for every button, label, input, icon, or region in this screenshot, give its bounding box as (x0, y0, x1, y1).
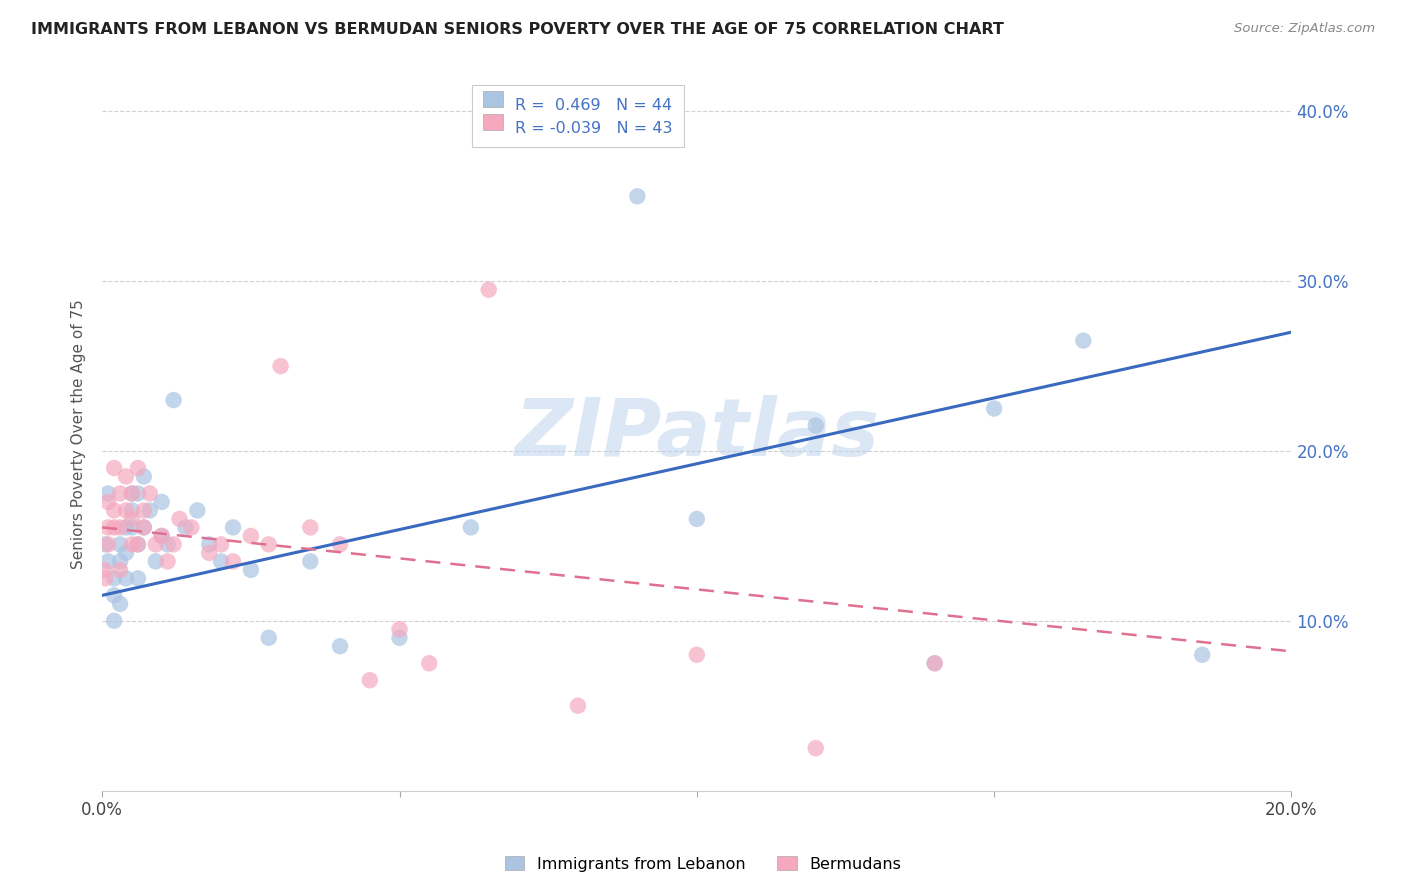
Point (239, 529, 262, 543)
Point (359, 673, 381, 688)
Point (209, 554, 232, 568)
Point (97, 495, 120, 509)
Point (270, 359, 292, 373)
Point (150, 529, 173, 543)
Text: Source: ZipAtlas.com: Source: ZipAtlas.com (1234, 22, 1375, 36)
Point (198, 537, 221, 551)
Point (1191, 648, 1213, 662)
Point (132, 503, 155, 517)
Point (626, 189, 648, 203)
Text: IMMIGRANTS FROM LEBANON VS BERMUDAN SENIORS POVERTY OVER THE AGE OF 75 CORRELATI: IMMIGRANTS FROM LEBANON VS BERMUDAN SENI… (31, 22, 1004, 37)
Point (103, 461, 125, 475)
Point (127, 571, 149, 585)
Y-axis label: Seniors Poverty Over the Age of 75: Seniors Poverty Over the Age of 75 (72, 299, 86, 569)
Point (108, 554, 131, 568)
Point (804, 741, 827, 756)
Point (150, 529, 173, 543)
Point (686, 512, 709, 526)
Point (103, 571, 125, 585)
Point (127, 461, 149, 475)
Point (103, 503, 125, 517)
Point (103, 614, 125, 628)
Point (132, 520, 155, 534)
Point (121, 537, 143, 551)
Point (222, 554, 245, 568)
Point (460, 520, 482, 534)
Point (97, 520, 120, 534)
Point (121, 486, 143, 500)
Point (180, 520, 202, 534)
Point (186, 503, 208, 517)
Point (121, 512, 143, 526)
Point (222, 520, 245, 534)
Point (108, 486, 131, 500)
Point (127, 537, 149, 551)
Legend: R =  0.469   N = 44, R = -0.039   N = 43: R = 0.469 N = 44, R = -0.039 N = 43 (472, 86, 683, 147)
Point (145, 537, 167, 551)
Point (174, 520, 197, 534)
Point (924, 657, 946, 671)
Point (299, 520, 322, 534)
Point (115, 546, 138, 560)
Point (108, 537, 131, 551)
Point (115, 469, 138, 483)
Point (145, 554, 167, 568)
Point (257, 537, 280, 551)
Point (388, 631, 411, 645)
Point (115, 520, 138, 534)
Point (686, 648, 709, 662)
Point (97, 537, 120, 551)
Point (198, 546, 221, 560)
Point (132, 520, 155, 534)
Point (132, 469, 155, 483)
Point (150, 495, 173, 509)
Point (329, 537, 352, 551)
Point (156, 537, 179, 551)
Point (257, 631, 280, 645)
Point (93, 563, 115, 577)
Point (418, 657, 440, 671)
Point (162, 392, 184, 407)
Point (567, 698, 589, 713)
Text: ZIPatlas: ZIPatlas (515, 395, 879, 473)
Point (115, 503, 138, 517)
Point (299, 554, 322, 568)
Point (103, 520, 125, 534)
Point (121, 503, 143, 517)
Point (97, 554, 120, 568)
Point (804, 418, 827, 433)
Point (478, 283, 501, 297)
Point (121, 520, 143, 534)
Point (239, 563, 262, 577)
Point (127, 537, 149, 551)
Point (388, 622, 411, 636)
Point (127, 486, 149, 500)
Point (97, 486, 120, 500)
Point (139, 503, 162, 517)
Point (108, 520, 131, 534)
Point (162, 537, 184, 551)
Legend: Immigrants from Lebanon, Bermudans: Immigrants from Lebanon, Bermudans (496, 848, 910, 880)
Point (1073, 334, 1095, 348)
Point (103, 588, 125, 602)
Point (108, 597, 131, 611)
Point (169, 512, 191, 526)
Point (94, 571, 117, 585)
Point (121, 486, 143, 500)
Point (139, 486, 162, 500)
Point (209, 537, 232, 551)
Point (983, 401, 1005, 416)
Point (156, 554, 179, 568)
Point (115, 571, 138, 585)
Point (924, 657, 946, 671)
Point (329, 640, 352, 654)
Point (108, 563, 131, 577)
Point (94, 537, 117, 551)
